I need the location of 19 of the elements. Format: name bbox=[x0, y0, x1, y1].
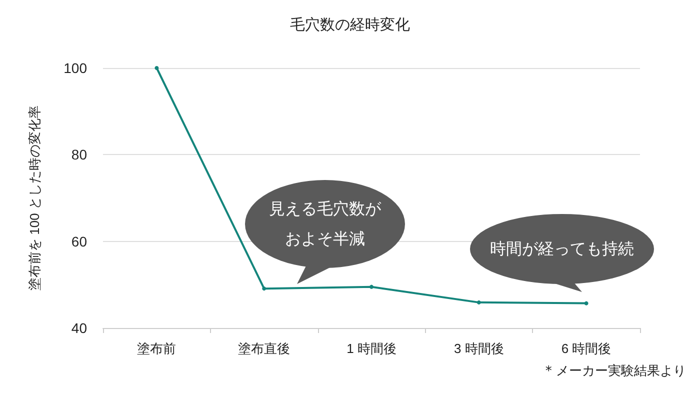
annotation: 見える毛穴数がおよそ半減 bbox=[268, 198, 382, 250]
y-tick-label: 40 bbox=[71, 320, 88, 336]
chart-title: 毛穴数の経時変化 bbox=[290, 16, 410, 34]
point bbox=[154, 66, 159, 70]
point bbox=[584, 301, 588, 306]
text: * メーカー実験結果より bbox=[545, 363, 686, 380]
y-tick-label: 80 bbox=[71, 146, 88, 163]
y-axis-title: 塗布前を 100 とした時の変化率 bbox=[27, 106, 42, 290]
point bbox=[262, 286, 266, 291]
x-tick-label: 塗布直後 bbox=[238, 341, 290, 356]
x-tick-label: 6 時間後 bbox=[561, 341, 612, 356]
y-tick-label: 100 bbox=[64, 60, 88, 76]
x-tick-label: 塗布前 bbox=[137, 341, 176, 356]
point bbox=[476, 300, 481, 304]
point bbox=[370, 284, 374, 289]
y-tick-label: 60 bbox=[71, 233, 88, 250]
x-tick-label: 3 時間後 bbox=[454, 341, 504, 356]
x-tick-label: 1 時間後 bbox=[346, 341, 396, 356]
annotation: 時間が経っても持続 bbox=[489, 238, 635, 260]
